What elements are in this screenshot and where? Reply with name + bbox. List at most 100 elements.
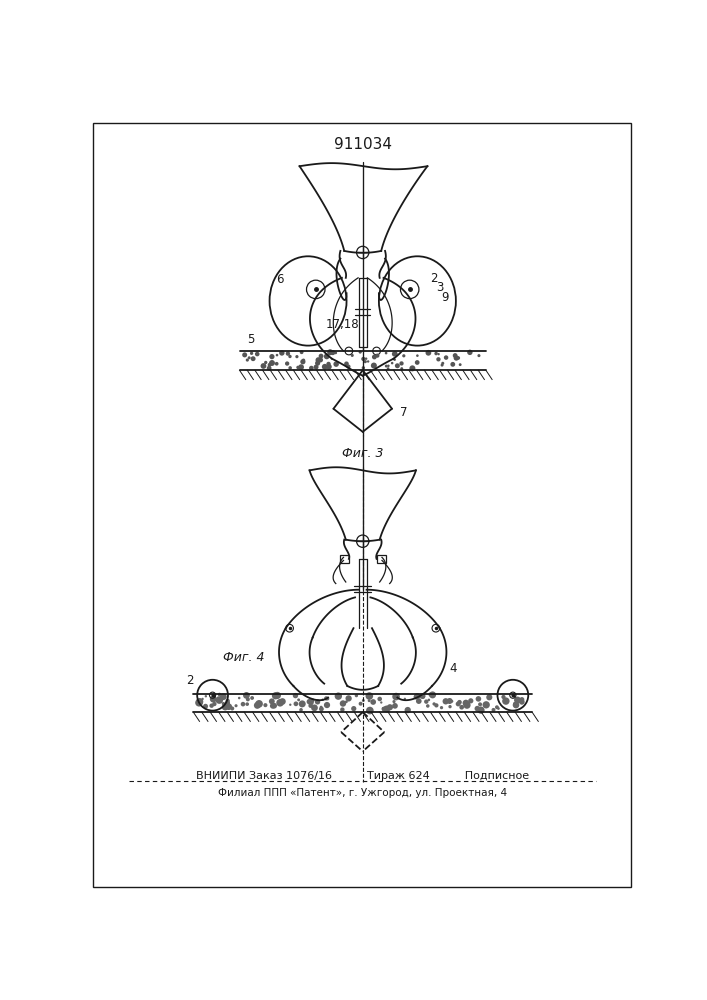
Circle shape [246, 697, 250, 701]
Circle shape [240, 702, 245, 706]
Circle shape [477, 354, 481, 357]
Circle shape [468, 698, 474, 703]
Circle shape [362, 699, 365, 702]
Circle shape [346, 695, 352, 702]
Circle shape [302, 359, 305, 362]
Circle shape [476, 696, 481, 702]
Circle shape [269, 698, 275, 704]
Circle shape [414, 694, 419, 700]
Circle shape [402, 354, 405, 357]
Circle shape [226, 703, 232, 710]
Circle shape [204, 695, 207, 697]
Circle shape [300, 350, 303, 354]
Circle shape [286, 351, 290, 356]
Text: 2: 2 [186, 674, 193, 687]
Circle shape [324, 354, 329, 359]
Circle shape [497, 707, 500, 710]
Circle shape [450, 700, 453, 703]
Circle shape [366, 692, 373, 700]
Circle shape [344, 361, 349, 366]
Circle shape [327, 362, 331, 366]
Circle shape [315, 361, 320, 366]
Circle shape [346, 365, 351, 369]
Circle shape [392, 703, 398, 709]
Circle shape [456, 701, 460, 706]
Circle shape [311, 698, 315, 702]
Circle shape [361, 357, 366, 361]
Circle shape [414, 693, 421, 699]
Circle shape [464, 703, 468, 707]
Circle shape [367, 360, 369, 363]
Circle shape [382, 707, 385, 710]
Circle shape [299, 708, 303, 712]
Circle shape [271, 703, 277, 709]
Circle shape [298, 364, 304, 370]
Circle shape [324, 696, 329, 701]
Circle shape [308, 699, 314, 705]
Circle shape [440, 706, 443, 709]
Circle shape [477, 707, 484, 714]
Circle shape [447, 698, 452, 704]
Circle shape [326, 697, 329, 700]
Circle shape [433, 702, 436, 706]
Circle shape [243, 352, 247, 357]
Circle shape [486, 694, 492, 700]
Circle shape [452, 353, 457, 358]
Circle shape [299, 700, 305, 707]
Circle shape [362, 366, 365, 370]
Circle shape [315, 699, 320, 705]
Circle shape [297, 698, 300, 701]
Circle shape [322, 699, 324, 701]
Circle shape [355, 694, 358, 697]
Circle shape [393, 358, 396, 361]
Circle shape [222, 703, 229, 710]
Circle shape [318, 357, 323, 362]
Text: Филиал ППП «Патент», г. Ужгород, ул. Проектная, 4: Филиал ППП «Патент», г. Ужгород, ул. Про… [218, 788, 508, 798]
Text: Фиг. 4: Фиг. 4 [223, 651, 264, 664]
Circle shape [196, 698, 204, 705]
Circle shape [436, 357, 440, 361]
Circle shape [279, 698, 286, 705]
Circle shape [309, 366, 314, 370]
Circle shape [365, 357, 368, 360]
Circle shape [212, 702, 216, 706]
Circle shape [235, 704, 238, 707]
Circle shape [322, 364, 328, 370]
Circle shape [519, 699, 525, 705]
Circle shape [216, 696, 223, 704]
Circle shape [394, 352, 397, 356]
Circle shape [243, 692, 250, 699]
Circle shape [419, 696, 422, 698]
Circle shape [514, 697, 521, 704]
Circle shape [247, 356, 251, 359]
Circle shape [201, 698, 204, 700]
Circle shape [218, 693, 221, 696]
Circle shape [380, 701, 382, 704]
Circle shape [454, 355, 459, 361]
Circle shape [462, 700, 469, 706]
Circle shape [416, 354, 419, 357]
Circle shape [395, 363, 400, 368]
Text: 17,18: 17,18 [326, 318, 359, 331]
Text: 6: 6 [276, 273, 284, 286]
Circle shape [457, 700, 462, 705]
Text: 2: 2 [431, 272, 438, 285]
Circle shape [308, 703, 313, 708]
Circle shape [392, 351, 397, 357]
Circle shape [370, 699, 376, 705]
Circle shape [272, 692, 279, 699]
Circle shape [443, 698, 449, 704]
Circle shape [368, 699, 370, 702]
Circle shape [203, 704, 208, 709]
Circle shape [269, 354, 274, 359]
Circle shape [210, 696, 216, 703]
Circle shape [264, 703, 267, 707]
Circle shape [502, 697, 510, 705]
Circle shape [255, 700, 263, 708]
Circle shape [334, 351, 337, 354]
Circle shape [513, 702, 520, 708]
Circle shape [420, 693, 426, 699]
Circle shape [296, 366, 300, 369]
Circle shape [438, 353, 440, 355]
Circle shape [460, 705, 464, 710]
